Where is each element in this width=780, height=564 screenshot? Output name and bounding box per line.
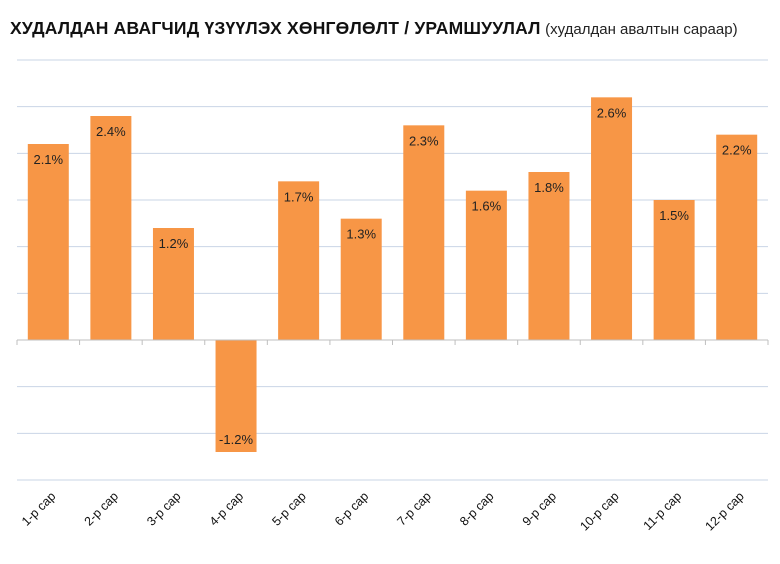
x-tick-labels: 1-р сар 2-р сар 3-р сар 4-р сар 5-р сар 6-р с… xyxy=(19,489,747,533)
bar-3 xyxy=(152,228,194,340)
bar-7 xyxy=(403,125,445,340)
data-label-3: 1.2% xyxy=(159,236,189,251)
x-tick-label-7: 7-р сар xyxy=(395,489,434,528)
bar-4 xyxy=(215,340,257,452)
data-label-8: 1.6% xyxy=(472,199,502,214)
x-tick-label-3: 3-р сар xyxy=(144,489,183,528)
data-label-1: 2.1% xyxy=(33,152,63,167)
x-tick-label-1: 1-р сар xyxy=(19,489,58,528)
chart-title: ХУДАЛДАН АВАГЧИД ҮЗҮҮЛЭХ ХӨНГӨЛӨЛТ / УРА… xyxy=(10,18,541,38)
data-label-4: -1.2% xyxy=(219,432,253,447)
x-tick-label-8: 8-р сар xyxy=(457,489,496,528)
data-label-6: 1.3% xyxy=(346,227,376,242)
bars xyxy=(27,97,758,452)
x-tick-label-9: 9-р сар xyxy=(520,489,559,528)
x-tick-label-6: 6-р сар xyxy=(332,489,371,528)
bar-6 xyxy=(340,218,382,340)
bar-11 xyxy=(653,200,695,340)
bar-2 xyxy=(90,116,132,340)
bar-10 xyxy=(591,97,633,340)
gridlines xyxy=(17,59,768,481)
data-label-9: 1.8% xyxy=(534,180,564,195)
bar-9 xyxy=(528,172,570,340)
x-tick-label-5: 5-р сар xyxy=(269,489,308,528)
bar-5 xyxy=(278,181,320,340)
x-axis xyxy=(16,339,769,345)
bar-12 xyxy=(716,134,758,340)
chart-title-row: ХУДАЛДАН АВАГЧИД ҮЗҮҮЛЭХ ХӨНГӨЛӨЛТ / УРА… xyxy=(10,18,775,39)
chart-subtitle: (худалдан авалтын сараар) xyxy=(545,21,738,38)
data-label-10: 2.6% xyxy=(597,105,627,120)
data-labels: 2.1% 2.4% 1.2% -1.2% 1.7% 1.3% 2.3% 1.6% 1.8% 2.6… xyxy=(33,105,751,447)
data-label-5: 1.7% xyxy=(284,189,314,204)
x-tick-label-2: 2-р сар xyxy=(82,489,121,528)
bar-1 xyxy=(27,144,69,340)
x-tick-label-12: 12-р сар xyxy=(703,489,747,533)
data-label-11: 1.5% xyxy=(659,208,689,223)
x-tick-label-11: 11-р сар xyxy=(641,489,685,533)
data-label-12: 2.2% xyxy=(722,143,752,158)
data-label-2: 2.4% xyxy=(96,124,126,139)
data-label-7: 2.3% xyxy=(409,133,439,148)
bar-8 xyxy=(465,190,507,340)
x-tick-label-4: 4-р сар xyxy=(207,489,246,528)
x-tick-label-10: 10-р сар xyxy=(577,489,621,533)
